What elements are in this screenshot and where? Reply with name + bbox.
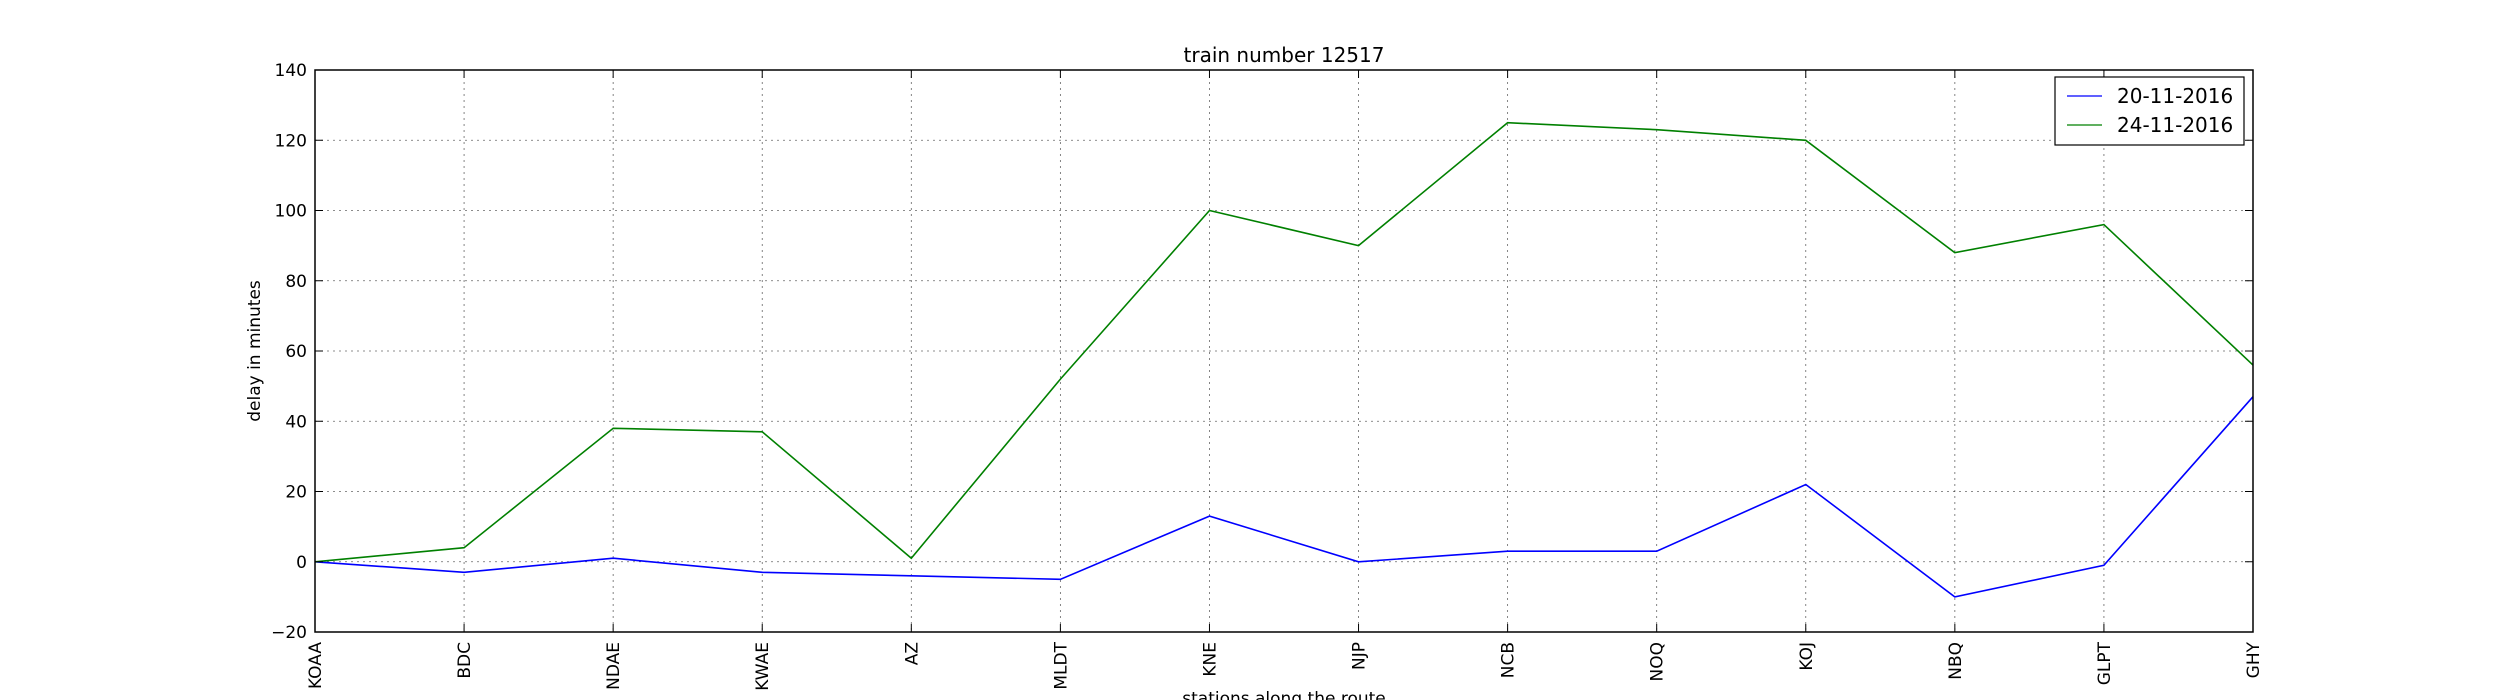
y-tick-label: 80 xyxy=(285,272,307,292)
chart-title: train number 12517 xyxy=(1184,43,1385,67)
legend-label-series-1: 20-11-2016 xyxy=(2117,84,2233,108)
x-tick-label: MLDT xyxy=(1051,641,1071,689)
x-tick-label: KNE xyxy=(1200,642,1220,677)
x-tick-label: NOQ xyxy=(1648,642,1668,681)
x-tick-label: NCB xyxy=(1499,642,1519,678)
x-tick-label: AZ xyxy=(902,642,922,665)
legend: 20-11-2016 24-11-2016 xyxy=(2054,76,2245,146)
series-line-1 xyxy=(314,396,2254,598)
x-tick-label: NDAE xyxy=(604,642,624,690)
series-line-2 xyxy=(314,121,2254,563)
x-tick-label: KOAA xyxy=(306,642,326,689)
axis-ticks xyxy=(314,69,2254,633)
y-tick-labels: −20 0 20 40 60 80 100 120 140 xyxy=(271,61,307,643)
legend-box xyxy=(2054,76,2245,146)
series-lines xyxy=(314,121,2254,598)
y-tick-label: 140 xyxy=(275,61,307,81)
y-axis-label: delay in minutes xyxy=(245,280,265,422)
y-tick-label: 60 xyxy=(285,342,307,362)
plot-frame xyxy=(314,69,2254,633)
x-tick-label: KOJ xyxy=(1797,642,1817,671)
x-tick-label: NBQ xyxy=(1946,642,1966,680)
y-tick-label: −20 xyxy=(271,623,307,643)
y-tick-label: 100 xyxy=(275,202,307,222)
legend-label-series-2: 24-11-2016 xyxy=(2117,113,2233,137)
x-tick-label: BDC xyxy=(455,642,475,679)
y-tick-label: 0 xyxy=(296,553,307,573)
x-tick-label: NJP xyxy=(1350,642,1370,670)
x-axis-label: stations along the route xyxy=(1182,689,1386,700)
x-tick-label: KWAE xyxy=(753,642,773,691)
x-tick-label: GLPT xyxy=(2095,641,2115,685)
y-tick-label: 40 xyxy=(285,412,307,432)
x-tick-label: GHY xyxy=(2244,641,2264,678)
x-tick-labels: KOAA BDC NDAE KWAE AZ MLDT KNE NJP NCB NOQ KOJ NBQ G… xyxy=(306,641,2264,690)
y-tick-label: 120 xyxy=(275,131,307,151)
grid-lines xyxy=(314,69,2254,633)
y-tick-label: 20 xyxy=(285,483,307,503)
